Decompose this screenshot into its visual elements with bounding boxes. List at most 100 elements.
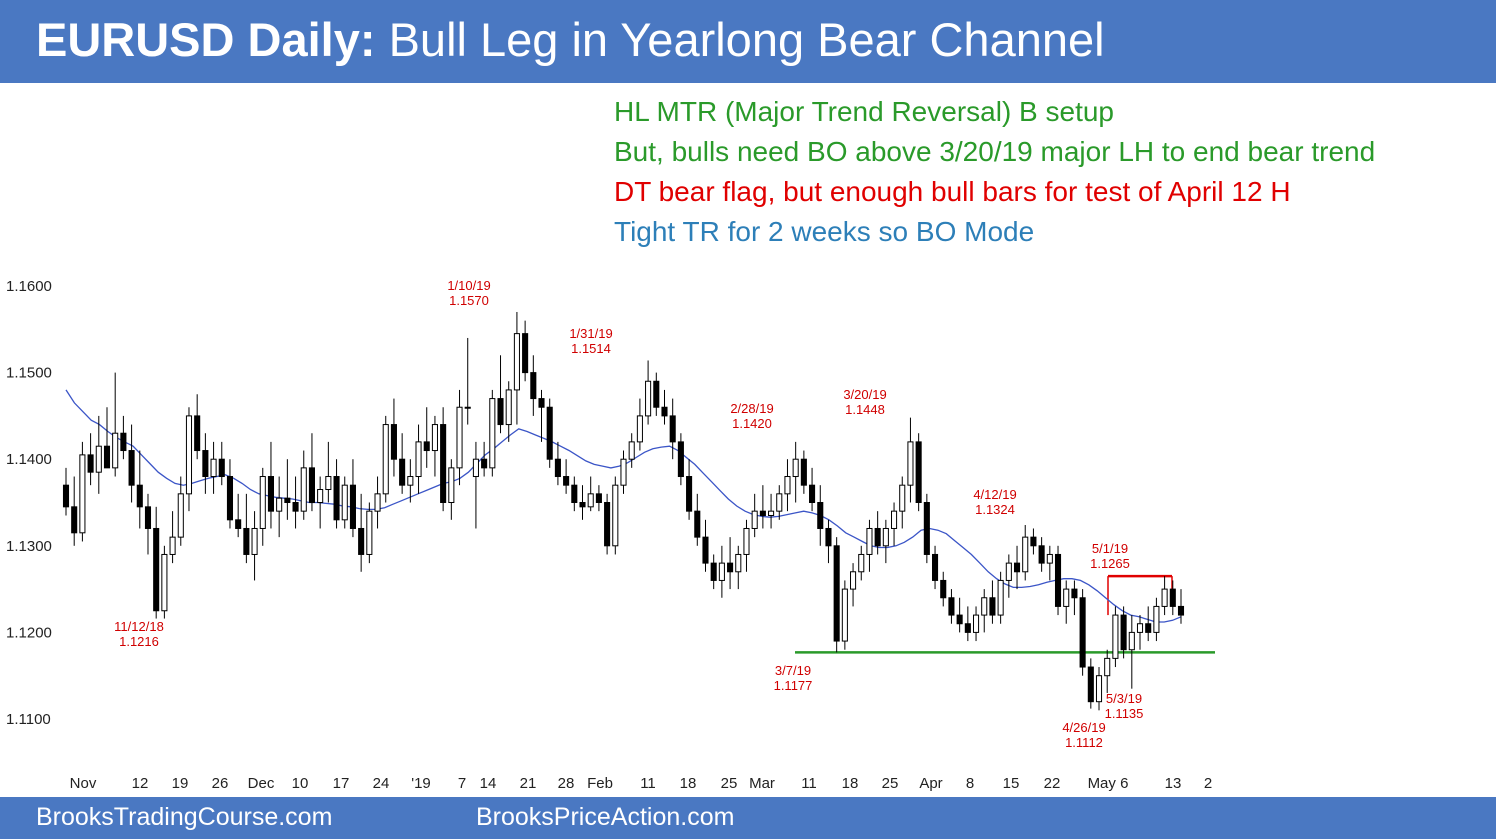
annotation-price: 1.1324 — [975, 502, 1015, 517]
note-line-1: HL MTR (Major Trend Reversal) B setup — [614, 96, 1114, 127]
candle-body — [185, 415, 193, 495]
commentary-notes: HL MTR (Major Trend Reversal) B setup Bu… — [614, 92, 1375, 252]
candle-body — [1120, 614, 1127, 651]
candle — [390, 398, 397, 477]
candle — [71, 476, 78, 546]
candle — [513, 311, 520, 425]
candle-body — [464, 406, 471, 409]
candle-body — [1112, 614, 1119, 659]
candle — [964, 606, 971, 642]
candle — [79, 441, 86, 542]
annotation-date: 5/3/19 — [1106, 691, 1142, 706]
candle-body — [923, 502, 930, 555]
candle — [751, 493, 758, 538]
candle-body — [612, 484, 619, 547]
candle — [144, 493, 152, 555]
candle-body — [776, 493, 783, 512]
candle-body — [579, 502, 586, 508]
candle-body — [95, 445, 102, 473]
candle-body — [136, 484, 143, 508]
candle — [1136, 615, 1144, 650]
candle-body — [1030, 536, 1037, 547]
candle — [202, 433, 209, 494]
candle — [210, 441, 217, 494]
candle — [530, 355, 537, 416]
footer-link-right[interactable]: BrooksPriceAction.com — [476, 803, 735, 831]
candle — [169, 511, 176, 564]
candle-body — [79, 454, 86, 534]
candle — [858, 545, 865, 581]
candle — [571, 476, 578, 512]
candle-body — [390, 424, 397, 460]
candle-body — [751, 510, 758, 529]
candle — [341, 476, 348, 529]
candle — [915, 433, 922, 512]
candle-body — [333, 476, 340, 521]
footer-link-left[interactable]: BrooksTradingCourse.com — [36, 803, 333, 831]
x-tick-label: 18 — [680, 775, 697, 792]
candle-body — [415, 441, 422, 478]
candle-body — [431, 424, 438, 452]
candle — [735, 545, 742, 590]
candle — [472, 441, 479, 529]
x-tick-label: 24 — [373, 775, 390, 792]
candle-body — [866, 527, 873, 555]
candle — [620, 450, 627, 494]
candle — [448, 459, 455, 520]
candle-body — [538, 398, 545, 408]
x-tick-label: Nov — [70, 775, 97, 792]
candle-body — [1013, 562, 1021, 573]
candle — [177, 476, 184, 546]
candle-body — [694, 510, 701, 538]
candle — [1046, 545, 1053, 581]
candle-body — [1071, 588, 1078, 599]
candle-body — [735, 553, 742, 573]
x-tick-label: '19 — [411, 775, 431, 792]
candle-body — [882, 527, 889, 547]
candle-body — [284, 497, 291, 504]
candle-body — [809, 484, 816, 503]
candle-body — [1153, 605, 1160, 633]
candle — [1169, 580, 1176, 616]
candle-body — [1079, 597, 1086, 668]
candle — [628, 433, 635, 468]
candle-body — [497, 398, 504, 426]
candle-body — [202, 450, 209, 478]
candle — [1112, 606, 1119, 668]
candle — [456, 389, 463, 486]
candle — [1177, 589, 1185, 624]
candle-body — [358, 527, 365, 555]
candle — [1054, 545, 1062, 616]
candle — [1120, 606, 1127, 659]
candle — [874, 511, 881, 555]
chart-title: EURUSD Daily: Bull Leg in Yearlong Bear … — [36, 10, 1105, 70]
candle — [940, 571, 947, 607]
candle-body — [604, 502, 611, 547]
candle-body — [546, 406, 553, 460]
annotation-date: 1/31/19 — [569, 326, 612, 341]
candle — [694, 493, 701, 546]
x-tick-label: 19 — [172, 775, 189, 792]
candle — [1022, 525, 1029, 581]
candle — [308, 433, 315, 512]
candle — [1063, 580, 1070, 624]
candle — [800, 450, 807, 494]
y-tick-label: 1.1100 — [6, 711, 51, 728]
candles — [62, 311, 1185, 711]
candle-body — [292, 502, 299, 512]
candle-body — [448, 467, 455, 503]
candle — [1038, 537, 1045, 572]
note-line-3: DT bear flag, but enough bull bars for t… — [614, 176, 1291, 207]
candle-body — [276, 497, 283, 512]
candle — [522, 320, 529, 382]
candle — [1095, 667, 1103, 711]
candle — [161, 545, 168, 619]
candle-body — [194, 415, 201, 452]
candle — [1153, 597, 1160, 642]
candle-body — [817, 502, 824, 529]
candle-body — [120, 432, 127, 452]
x-tick-label: 7 — [458, 775, 466, 792]
note-line-2: But, bulls need BO above 3/20/19 major L… — [614, 136, 1376, 167]
candle-body — [1095, 675, 1103, 703]
candle — [1030, 528, 1037, 555]
